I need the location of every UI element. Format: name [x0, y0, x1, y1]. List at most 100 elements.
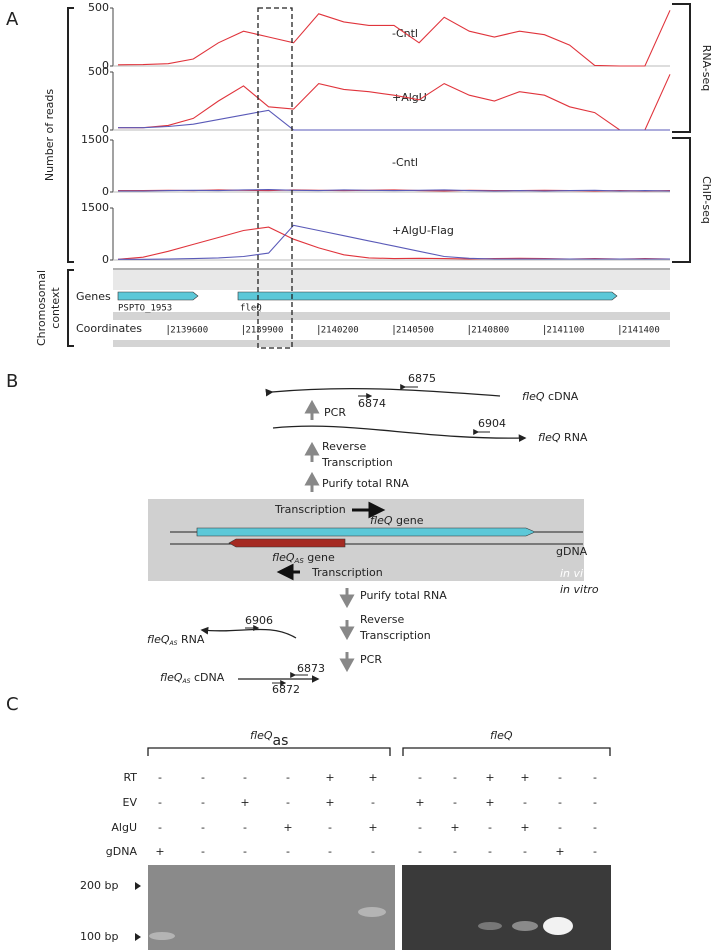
y-tick-label: 500: [88, 1, 109, 14]
read-trace: [117, 10, 671, 67]
gene-arrow: [117, 291, 199, 301]
conditions: RT - - - - + + - - + + - - EV - - + - + - + - + - - - AlgU - - - + - + - +…: [106, 771, 597, 858]
panel-label: A: [6, 9, 19, 30]
panel-label: B: [6, 371, 18, 392]
context-label: context: [49, 287, 62, 329]
condition-cell: -: [328, 821, 332, 834]
coordinate-label: 2140800: [471, 326, 509, 336]
condition-cell: +: [240, 796, 249, 809]
condition-cell: -: [558, 796, 562, 809]
track-annotation: +AlgU-Flag: [392, 224, 454, 237]
gel-band: [512, 921, 538, 931]
condition-cell: +: [325, 796, 334, 809]
panel-label: C: [6, 694, 19, 715]
step-arrow: [339, 652, 355, 673]
condition-cell: -: [523, 845, 527, 858]
condition-cell: -: [593, 796, 597, 809]
condition-cell: -: [158, 796, 162, 809]
condition-cell: +: [485, 771, 494, 784]
gel-band: [543, 917, 573, 935]
gel-band: [149, 932, 175, 940]
condition-cell: -: [286, 845, 290, 858]
strand-label: fleQ cDNA: [522, 390, 579, 403]
y-tick-label: 0: [102, 123, 109, 136]
condition-cell: -: [158, 771, 162, 784]
gene-name: fleQ: [240, 304, 262, 314]
condition-cell: +: [415, 796, 424, 809]
coordinates-label: Coordinates: [76, 322, 142, 335]
transcription-arrow: [276, 563, 300, 581]
condition-cell: -: [201, 845, 205, 858]
bracket: [67, 269, 74, 347]
step-label: Purify total RNA: [360, 589, 447, 602]
primer-label: 6904: [478, 417, 506, 430]
condition-cell: +: [155, 845, 164, 858]
row-label: EV: [123, 796, 138, 809]
primer-label: 6906: [245, 614, 273, 627]
gene-label: fleQ gene: [370, 514, 424, 527]
step-label: Transcription: [321, 456, 393, 469]
strand-label: fleQAS RNA: [147, 633, 205, 647]
cdna-strand: [265, 387, 501, 397]
transcription-label: Transcription: [311, 566, 383, 579]
step-label: Reverse: [322, 440, 366, 453]
step-label: PCR: [360, 653, 382, 666]
highlight-box: [257, 7, 293, 349]
condition-cell: -: [558, 771, 562, 784]
condition-cell: +: [450, 821, 459, 834]
gene-name: PSPTO_1953: [118, 304, 172, 314]
strand-label: fleQ RNA: [538, 431, 588, 444]
condition-cell: -: [201, 821, 205, 834]
read-trace: [118, 189, 671, 192]
condition-cell: -: [523, 796, 527, 809]
step-label: Purify total RNA: [322, 477, 409, 490]
row-label: gDNA: [106, 845, 138, 858]
condition-cell: -: [453, 771, 457, 784]
condition-cell: -: [158, 821, 162, 834]
primer-label: 6873: [297, 662, 325, 675]
condition-cell: -: [371, 845, 375, 858]
step-label: Reverse: [360, 613, 404, 626]
gel-band: [358, 907, 386, 917]
condition-cell: -: [488, 821, 492, 834]
as-rna-strand: [200, 626, 297, 639]
genes-label: Genes: [76, 290, 111, 303]
transcription-arrow: [352, 501, 386, 519]
coordinate-label: 2139600: [170, 326, 208, 336]
condition-cell: +: [520, 771, 529, 784]
condition-cell: +: [368, 771, 377, 784]
condition-cell: -: [243, 821, 247, 834]
marker-arrow: [135, 882, 141, 941]
gene-shape: [228, 538, 346, 548]
group-label: fleQas: [250, 729, 288, 749]
primer-label: 6872: [272, 683, 300, 696]
rna-strand: [272, 425, 527, 443]
read-trace: [118, 74, 671, 131]
gene-shape: [196, 527, 536, 537]
gene-track-bg: [113, 268, 670, 290]
y-tick-label: 500: [88, 65, 109, 78]
gel-band: [478, 922, 502, 930]
in-vivo-label: in vivo: [560, 567, 597, 580]
condition-cell: -: [286, 771, 290, 784]
transcription-label: Transcription: [274, 503, 346, 516]
side-label: ChIP-seq: [700, 176, 713, 224]
condition-cell: -: [243, 771, 247, 784]
condition-cell: -: [418, 771, 422, 784]
row-label: RT: [123, 771, 137, 784]
side-label: RNA-seq: [700, 45, 713, 92]
y-axis-label: Number of reads: [43, 89, 56, 182]
primer-label: 6874: [358, 397, 386, 410]
condition-cell: +: [283, 821, 292, 834]
condition-cell: -: [418, 821, 422, 834]
condition-cell: -: [371, 796, 375, 809]
marker-label: 200 bp: [80, 879, 118, 892]
bracket: [672, 137, 691, 263]
y-tick-label: 1500: [81, 201, 109, 214]
coordinate-label: 2141400: [622, 326, 660, 336]
condition-cell: -: [201, 771, 205, 784]
track-annotation: -Cntl: [392, 156, 418, 169]
y-tick-label: 1500: [81, 133, 109, 146]
